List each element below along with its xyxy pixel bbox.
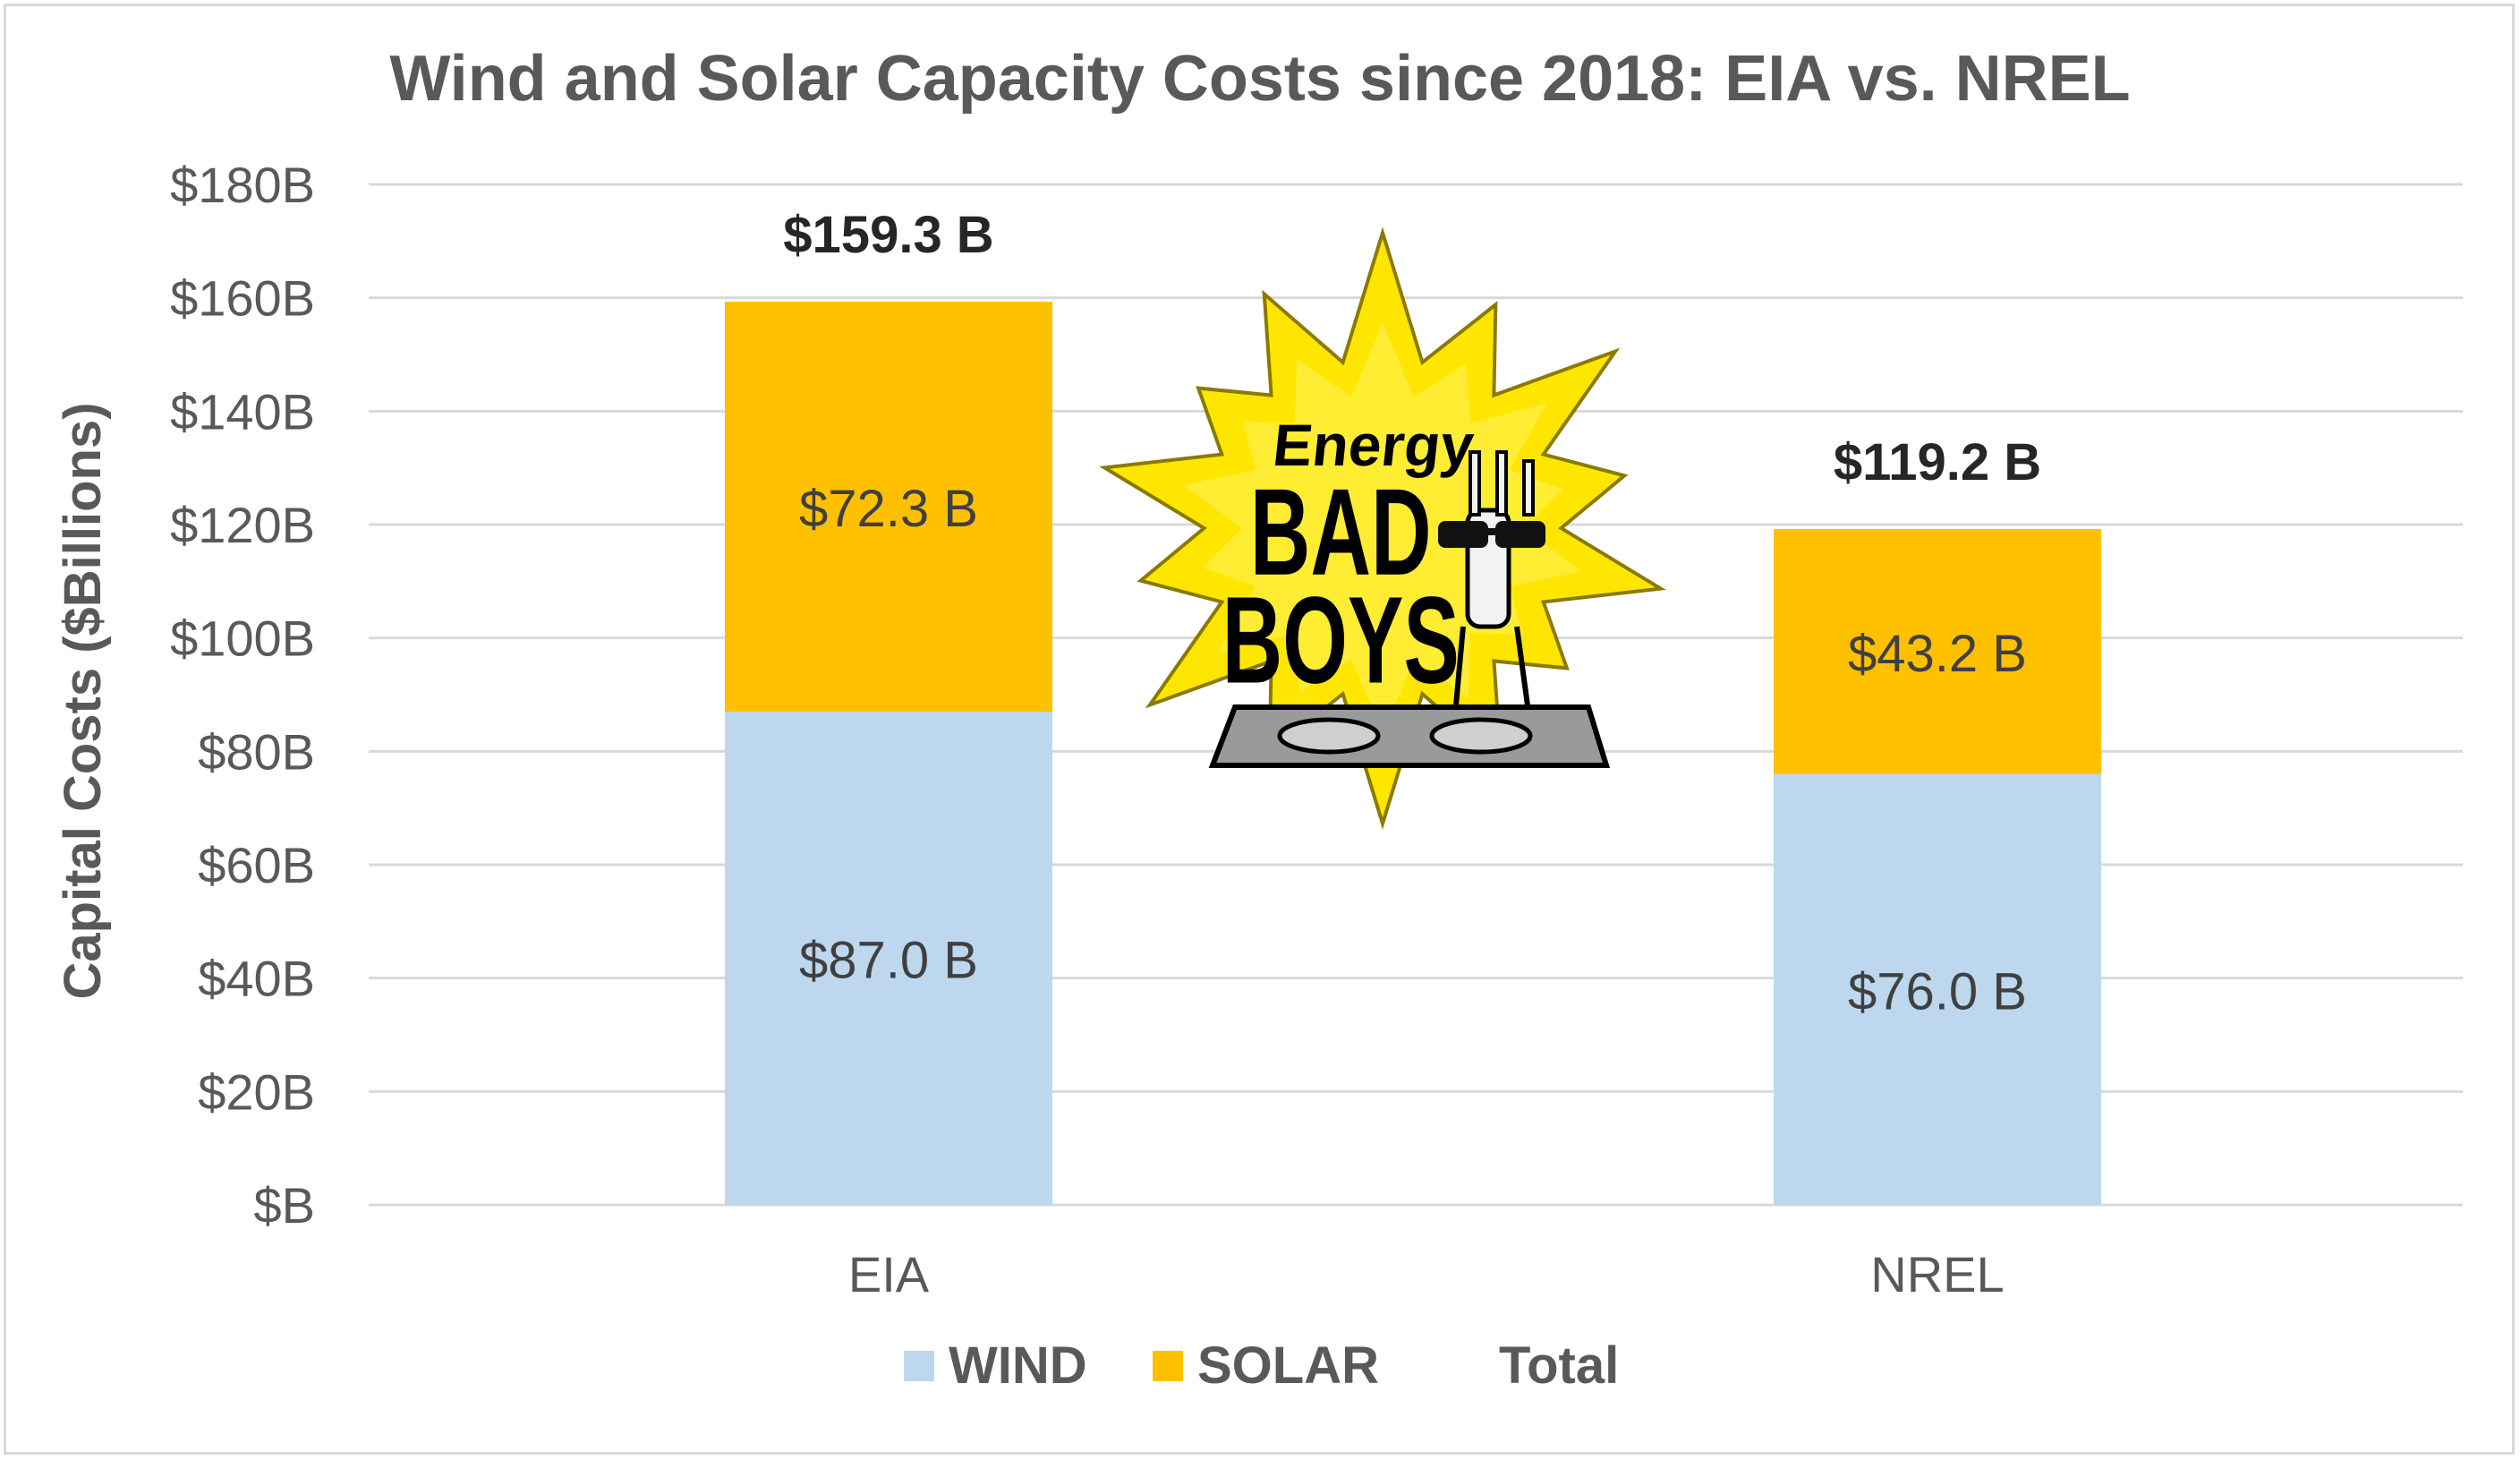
x-category-label: EIA — [848, 1246, 930, 1302]
legend: WIND SOLAR Total — [904, 1336, 1619, 1395]
y-tick-label: $40B — [198, 951, 315, 1007]
x-category-labels: EIA NREL — [848, 1246, 2005, 1302]
plug-character-icon — [1438, 450, 1545, 726]
total-label-eia: $159.3 B — [783, 206, 993, 264]
data-label-solar-nrel: $43.2 B — [1848, 625, 2027, 683]
bar-wind-eia — [725, 712, 1052, 1205]
gridlines — [369, 183, 2463, 1207]
x-category-label: NREL — [1870, 1246, 2004, 1302]
outlet-base-icon — [1208, 704, 1611, 768]
data-label-wind-nrel: $76.0 B — [1848, 962, 2027, 1020]
y-tick-label: $B — [254, 1177, 316, 1234]
bar-solar-eia — [725, 302, 1052, 712]
legend-entry-total: Total — [1499, 1336, 1619, 1395]
logo-text-bad: BAD — [1250, 463, 1432, 601]
legend-entry-wind: WIND — [949, 1336, 1087, 1395]
legend-swatch-wind — [904, 1351, 934, 1381]
energy-bad-boys-logo: Energy BAD BOYS — [1099, 226, 1666, 830]
legend-entry-solar: SOLAR — [1197, 1336, 1379, 1395]
logo-text-energy: Energy — [1270, 413, 1477, 479]
total-label-nrel: $119.2 B — [1834, 433, 2041, 491]
bar-wind-nrel — [1774, 773, 2101, 1205]
y-tick-label: $180B — [170, 157, 315, 213]
y-tick-label: $20B — [198, 1063, 315, 1120]
logo-burst-inner-shape — [1184, 322, 1581, 734]
chart-frame — [4, 4, 2515, 1455]
data-label-wind-eia: $87.0 B — [799, 932, 978, 990]
bars: $87.0 B $72.3 B $159.3 B $76.0 B $43.2 B $119… — [725, 206, 2101, 1205]
y-tick-label: $120B — [170, 497, 315, 553]
legend-swatch-solar — [1153, 1351, 1183, 1381]
data-label-solar-eia: $72.3 B — [799, 480, 978, 538]
y-axis-label: Capital Costs ($Billions) — [54, 402, 112, 999]
bar-solar-nrel — [1774, 529, 2101, 774]
y-tick-labels: $B $20B $40B $60B $80B $100B $120B $140B $160B $1… — [170, 157, 315, 1234]
chart-title: Wind and Solar Capacity Costs since 2018… — [389, 43, 2130, 115]
y-tick-label: $140B — [170, 383, 315, 440]
y-tick-label: $80B — [198, 723, 315, 780]
y-tick-label: $100B — [170, 610, 315, 667]
y-tick-label: $160B — [170, 270, 315, 327]
logo-text-boys: BOYS — [1222, 570, 1460, 708]
y-tick-label: $60B — [198, 837, 315, 893]
